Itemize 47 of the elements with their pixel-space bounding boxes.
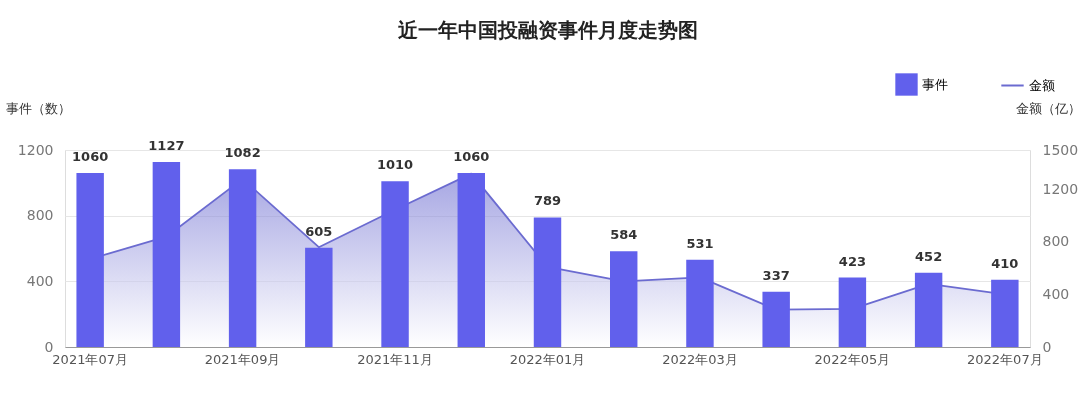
y-axis-title: 事件（数） <box>5 100 71 116</box>
data-label: 1127 <box>148 137 185 153</box>
data-label: 605 <box>305 223 333 239</box>
data-label: 337 <box>762 267 790 283</box>
x-tick-label: 2021年09月 <box>204 351 281 367</box>
bar <box>610 251 638 347</box>
x-tick-label: 2022年03月 <box>662 351 738 367</box>
bar <box>228 169 257 347</box>
y-tick-label: 1200 <box>17 141 54 158</box>
data-label: 1060 <box>72 148 109 164</box>
bar <box>457 172 485 347</box>
data-label: 410 <box>991 255 1019 271</box>
bar <box>991 279 1019 347</box>
data-label: 452 <box>915 248 943 264</box>
bar <box>305 247 333 347</box>
data-label: 423 <box>838 253 866 269</box>
y-tick-label: 0 <box>44 338 54 355</box>
y2-tick-label: 1500 <box>1042 141 1079 158</box>
legend-label: 事件 <box>922 76 948 92</box>
x-tick-label: 2021年07月 <box>52 351 128 367</box>
y2-axis-title: 金额（亿） <box>1015 100 1080 116</box>
bar <box>686 259 714 347</box>
y2-tick-label: 400 <box>1042 285 1070 302</box>
data-label: 1082 <box>224 145 261 161</box>
bar <box>838 277 867 347</box>
data-label: 1060 <box>453 148 490 164</box>
y-tick-label: 800 <box>26 207 54 224</box>
data-label: 1010 <box>376 157 414 173</box>
bar <box>533 217 562 347</box>
x-tick-label: 2022年07月 <box>967 351 1043 367</box>
bar <box>76 172 104 347</box>
bar <box>914 272 943 347</box>
x-tick-label: 2022年01月 <box>509 351 586 367</box>
legend-label: 金额 <box>1029 77 1055 93</box>
bar <box>762 291 790 347</box>
y-tick-label: 400 <box>26 272 54 289</box>
bar <box>381 181 409 347</box>
y2-tick-label: 800 <box>1042 233 1070 250</box>
chart-title: 近一年中国投融资事件月度走势图 <box>396 18 698 42</box>
data-label: 584 <box>610 227 638 243</box>
x-tick-label: 2022年05月 <box>814 351 891 367</box>
data-label: 789 <box>533 193 562 209</box>
data-label: 531 <box>686 235 714 251</box>
bar <box>152 161 181 347</box>
y2-tick-label: 0 <box>1042 338 1052 355</box>
x-tick-label: 2021年11月 <box>357 351 433 367</box>
y2-tick-label: 1200 <box>1042 180 1079 197</box>
